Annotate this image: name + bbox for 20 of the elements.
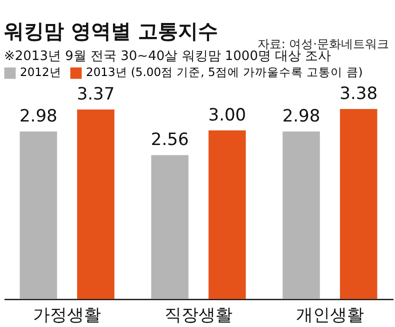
data-label: 3.38 (340, 84, 378, 104)
x-tick-label: 가정생활 (33, 306, 102, 326)
bar (208, 130, 246, 299)
x-tick-label: 직장생활 (164, 306, 232, 326)
data-label: 2.56 (150, 130, 189, 150)
x-tick-label: 개인생활 (296, 306, 364, 326)
data-label: 3.00 (208, 105, 246, 126)
legend-label: 2013년 (5.00점 기준, 5점에 가까울수록 고통이 큼) (86, 65, 363, 80)
text: 자료: 여성·문화네트워크 (257, 36, 389, 51)
bar (77, 110, 114, 299)
bar (340, 109, 378, 299)
bar (282, 131, 320, 299)
data-label: 2.98 (282, 106, 320, 126)
data-label: 3.37 (76, 84, 115, 105)
bar (151, 155, 188, 299)
bar (20, 131, 58, 299)
data-label: 2.98 (19, 106, 58, 126)
chart-title: 워킹맘 영역별 고통지수 (4, 19, 218, 43)
chart-subtitle: ※2013년 9월 전국 30~40살 워킹맘 1000명 대상 조사 (4, 49, 332, 64)
legend-label: 2012년 (20, 65, 62, 80)
